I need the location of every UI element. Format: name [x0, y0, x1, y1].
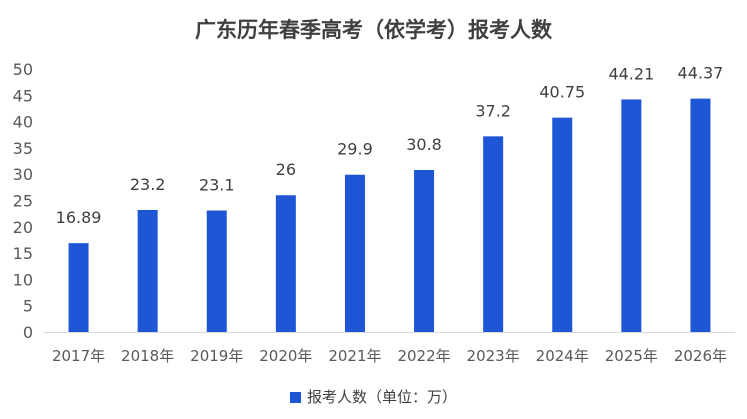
bar: [621, 99, 642, 332]
y-tick-label: 35: [13, 139, 33, 158]
bars: [68, 98, 711, 332]
bar: [552, 117, 573, 332]
data-label: 40.75: [539, 83, 585, 102]
x-tick-label: 2019年: [190, 347, 243, 365]
data-label: 44.37: [678, 64, 724, 83]
bar: [414, 169, 435, 332]
data-label: 44.21: [608, 64, 654, 83]
bar-chart: 0 5 10 15 20 25 30 35 40 45 50 16.89 23.2 23.1 26 29.9…: [13, 60, 735, 365]
bar: [137, 209, 158, 332]
y-tick-label: 15: [13, 244, 33, 263]
bar: [68, 243, 89, 332]
y-tick-label: 40: [13, 113, 33, 132]
x-tick-label: 2025年: [605, 347, 658, 365]
bar: [690, 98, 711, 332]
bar: [206, 210, 227, 332]
x-axis-ticks: 2017年 2018年 2019年 2020年 2021年 2022年 2023年 2024年…: [52, 347, 727, 365]
bar: [483, 136, 504, 332]
y-tick-label: 20: [13, 218, 33, 237]
x-tick-label: 2022年: [397, 347, 450, 365]
y-tick-label: 10: [13, 270, 33, 289]
x-tick-label: 2024年: [536, 347, 589, 365]
data-label: 30.8: [406, 135, 442, 154]
data-label: 26: [276, 160, 296, 179]
data-label: 23.1: [199, 175, 235, 194]
y-axis-ticks: 0 5 10 15 20 25 30 35 40 45 50: [13, 60, 33, 342]
y-tick-label: 25: [13, 192, 33, 211]
y-tick-label: 50: [13, 60, 33, 79]
data-label: 37.2: [475, 101, 511, 120]
x-tick-label: 2023年: [467, 347, 520, 365]
y-tick-label: 30: [13, 165, 33, 184]
x-tick-label: 2020年: [259, 347, 312, 365]
y-tick-label: 45: [13, 86, 33, 105]
x-tick-label: 2017年: [52, 347, 105, 365]
x-tick-label: 2018年: [121, 347, 174, 365]
y-tick-label: 5: [23, 297, 33, 316]
x-tick-label: 2021年: [328, 347, 381, 365]
legend-label: 报考人数（单位：万）: [306, 388, 457, 406]
data-label: 29.9: [337, 140, 373, 159]
bar: [275, 195, 296, 332]
data-labels: 16.89 23.2 23.1 26 29.9 30.8 37.2 40.75 44.21 44.…: [56, 64, 724, 228]
legend: 报考人数（单位：万）: [0, 386, 747, 407]
bar: [344, 174, 365, 332]
x-tick-label: 2026年: [674, 347, 727, 365]
data-label: 16.89: [56, 208, 102, 227]
data-label: 23.2: [130, 175, 166, 194]
legend-swatch: [289, 392, 301, 403]
chart-title: 广东历年春季高考（依学考）报考人数: [195, 18, 552, 42]
y-tick-label: 0: [23, 323, 33, 342]
